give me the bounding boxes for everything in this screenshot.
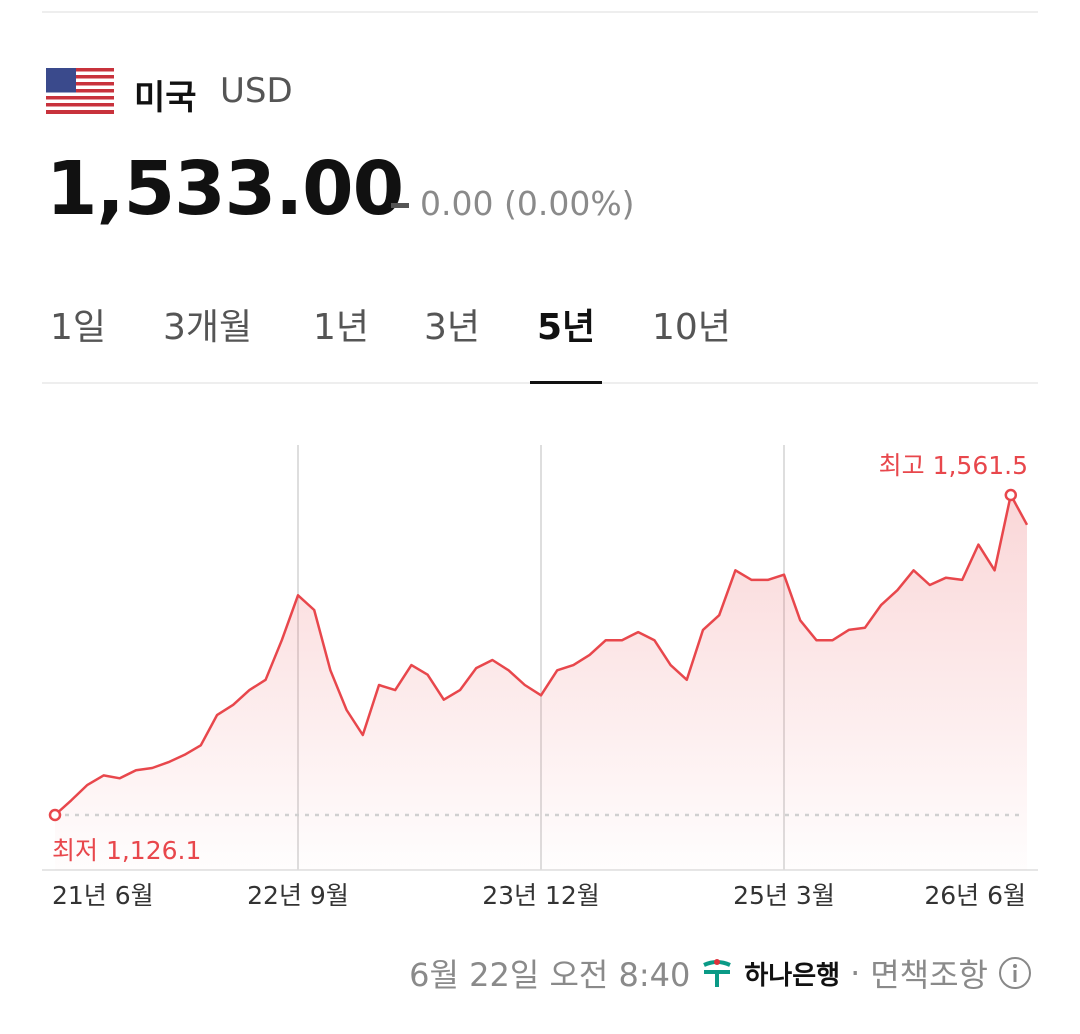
change-indicator: [391, 203, 409, 208]
currency-code: USD: [220, 71, 293, 111]
period-tab[interactable]: 1년: [313, 307, 370, 348]
area: [55, 495, 1027, 870]
x-tick-label: 21년 6월: [52, 881, 154, 910]
x-tick-label: 25년 3월: [733, 881, 835, 910]
flag: [46, 68, 114, 114]
top-divider: [42, 11, 1038, 13]
period-tab[interactable]: 5년: [537, 307, 596, 348]
extreme-label: 최고 1,561.5: [879, 451, 1028, 480]
bank-logo: [703, 959, 732, 987]
extreme-marker: [1004, 488, 1018, 502]
country-name: 미국: [134, 78, 197, 118]
price: 1,533.00: [46, 146, 404, 232]
period-tab[interactable]: 3개월: [163, 307, 253, 348]
active-tab-indicator: [530, 381, 602, 384]
x-tick-label: 23년 12월: [482, 881, 600, 910]
period-tab[interactable]: 3년: [424, 307, 481, 348]
x-tick-label: 22년 9월: [247, 881, 349, 910]
line: [54, 493, 1029, 816]
x-tick-label: 26년 6월: [924, 881, 1026, 910]
bank-name: 하나은행: [744, 960, 841, 991]
info-icon[interactable]: [998, 956, 1032, 990]
timestamp: 6월 22일 오전 8:40: [409, 956, 691, 994]
chart: 21년 6월 22년 9월 23년 12월 25년 3월 26년 6월 최저 1,126.…: [42, 445, 1038, 910]
separator: ·: [850, 954, 861, 992]
disclaimer-link[interactable]: 면책조항: [870, 956, 988, 994]
period-tab[interactable]: 10년: [652, 307, 731, 348]
period-tab[interactable]: 1일: [50, 307, 107, 348]
extreme-label: 최저 1,126.1: [52, 836, 201, 865]
footer: 6월 22일 오전 8:40 하나은행 · 면책조항: [409, 950, 1032, 996]
extreme-marker: [48, 808, 62, 822]
price-change: 0.00 (0.00%): [420, 184, 635, 223]
